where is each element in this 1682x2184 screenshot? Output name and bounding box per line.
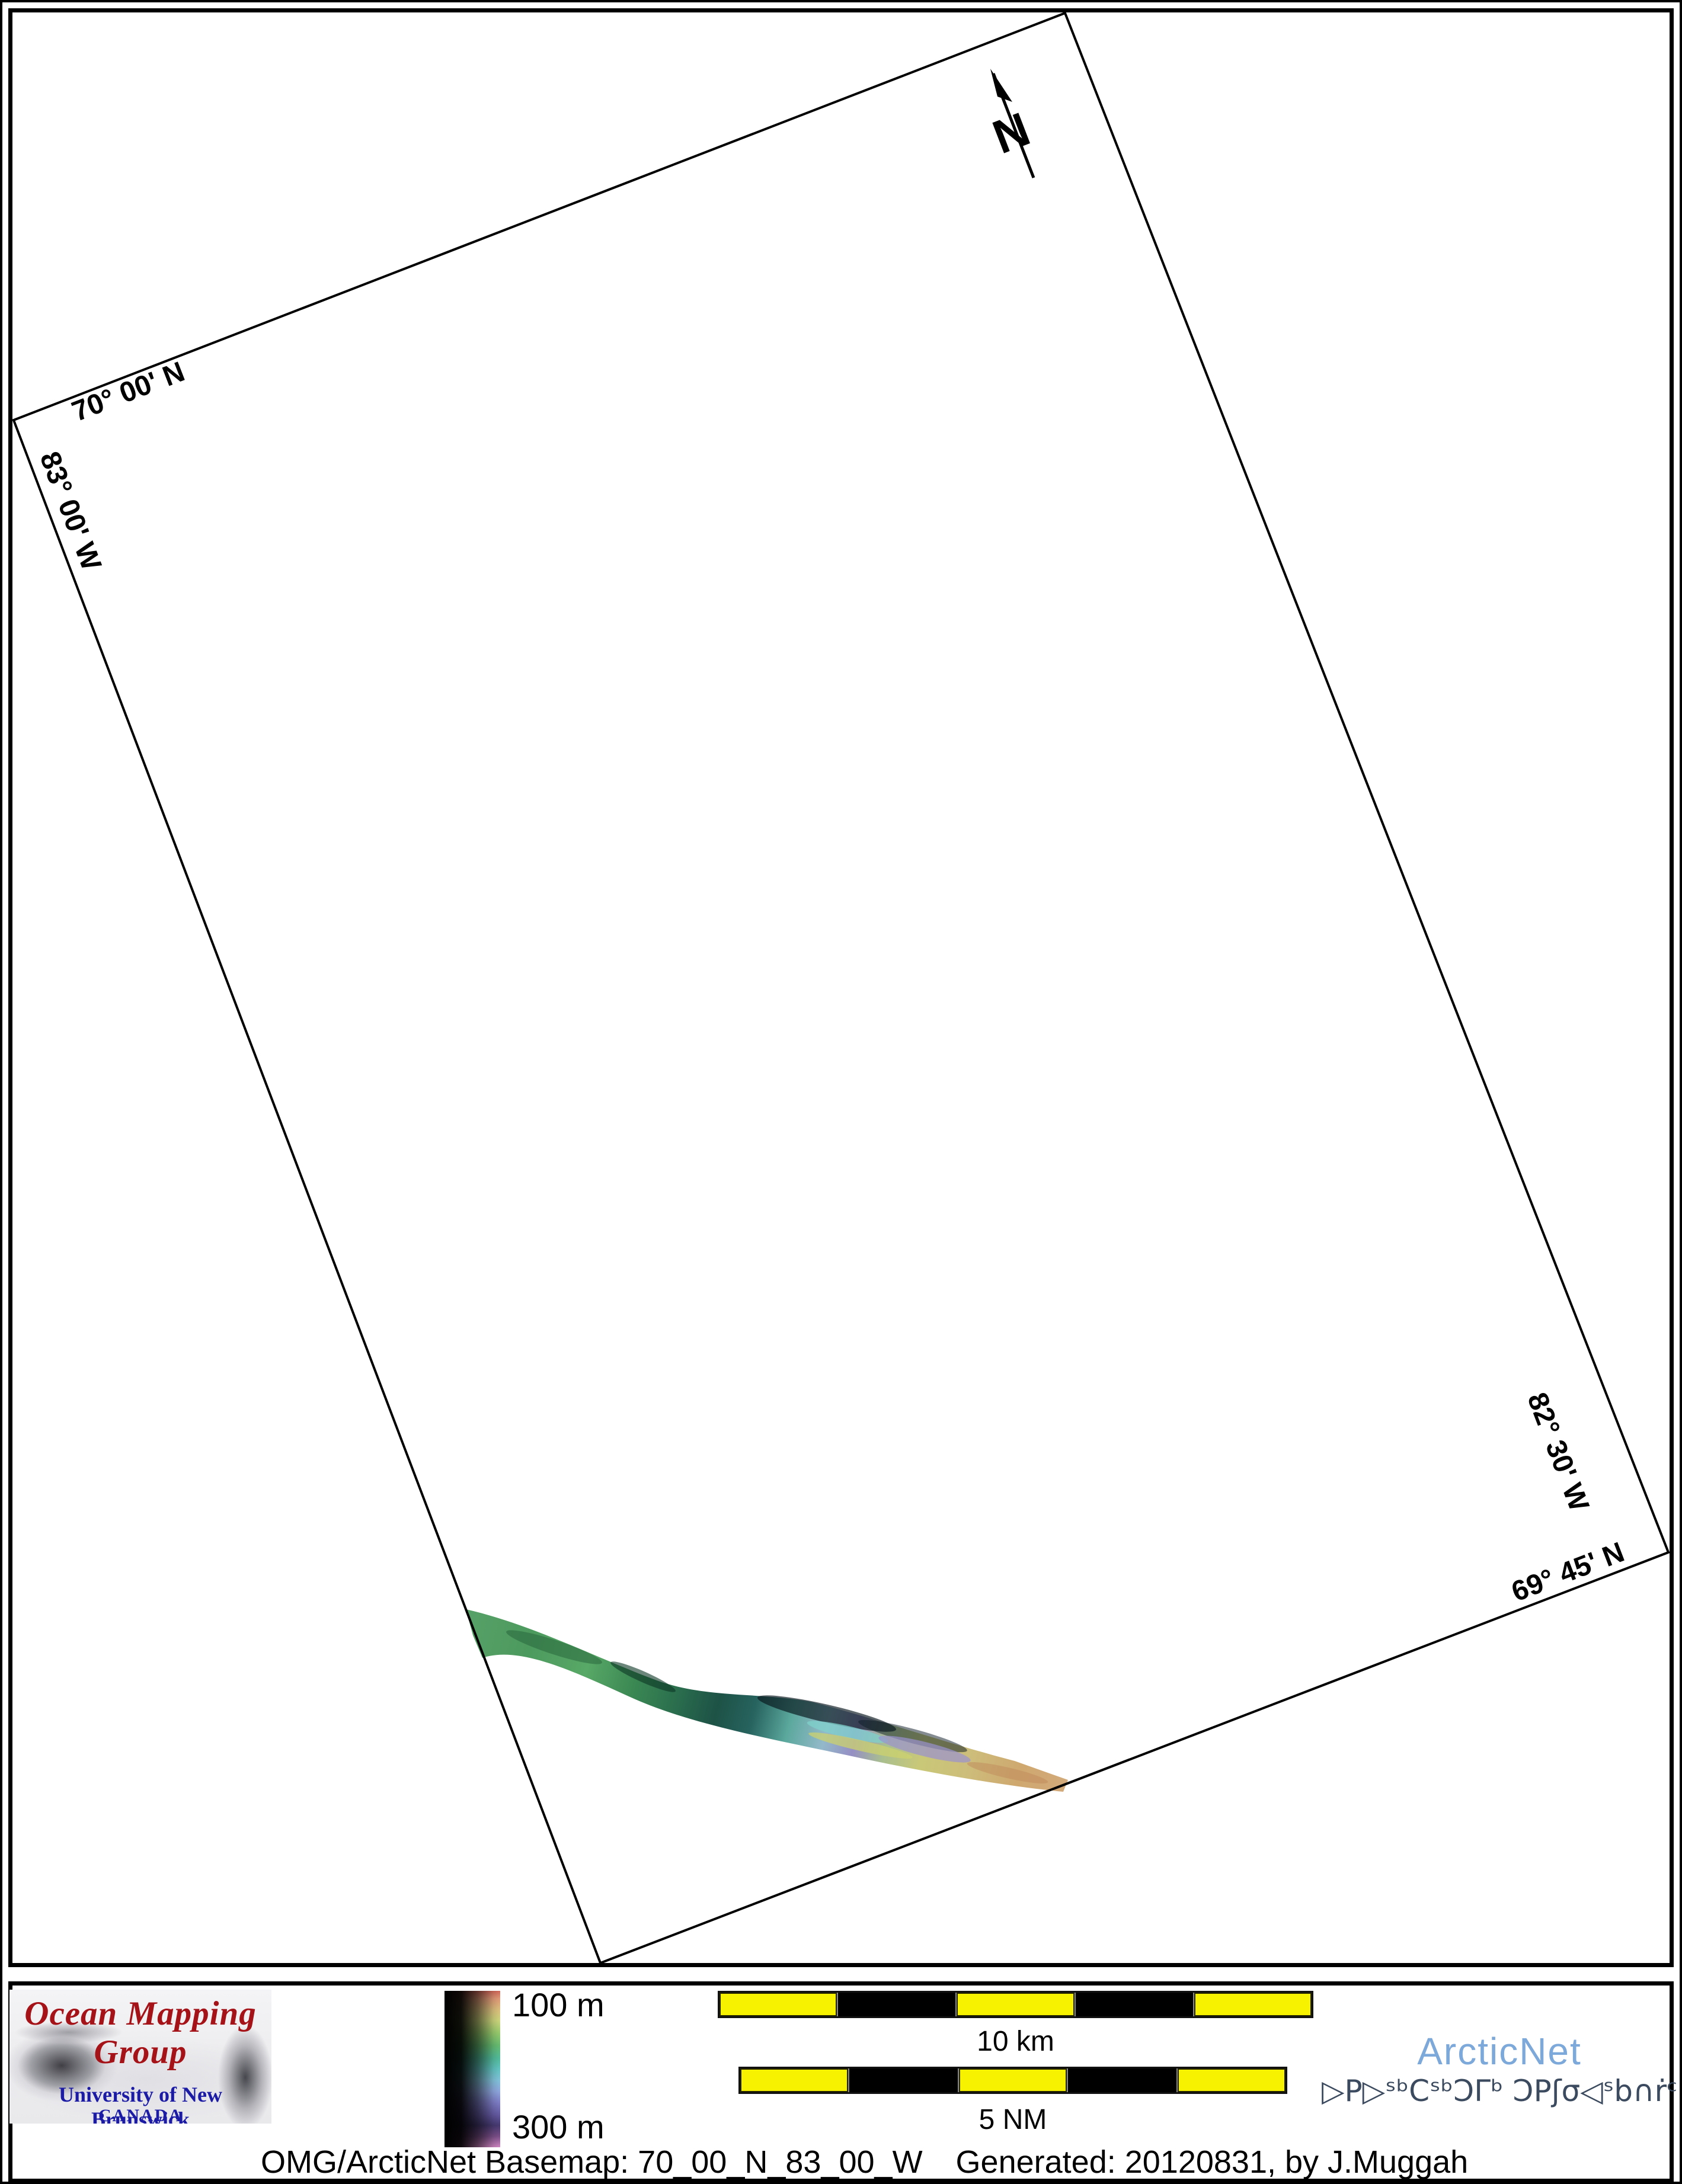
scale-bar-segment (1067, 2068, 1176, 2092)
scale-bar-nm (738, 2067, 1287, 2094)
scale-bar-segment (957, 2068, 1067, 2092)
omg-logo: Ocean Mapping Group University of New Br… (9, 1990, 271, 2124)
scale-bar-segment (1074, 1993, 1193, 2016)
bathymetry-swath (466, 1609, 1068, 1792)
scale-bar-km (718, 1991, 1313, 2018)
colorbar-label-bottom: 300 m (512, 2108, 605, 2145)
sheet-title-basemap: OMG/ArcticNet Basemap: 70_00_N_83_00_W (261, 2144, 923, 2180)
map-frame (12, 11, 1670, 1965)
omg-logo-title: Ocean Mapping Group (24, 1995, 257, 2071)
sheet-title-generated: Generated: 20120831, by J.Muggah (955, 2144, 1469, 2180)
scale-bar-nm-label: 5 NM (978, 2104, 1047, 2135)
map-sheet-border (8, 8, 1674, 1967)
scale-bar-segment (720, 1993, 837, 2016)
arcticnet-logo: ArcticNet ▷P▷ˢᵇCˢᵇƆΓᵇ ƆPʃσ◁ˢb∩ṙᶜ (1322, 2030, 1678, 2108)
scale-bar-segment (848, 2068, 958, 2092)
arcticnet-inuktitut-name: ▷P▷ˢᵇCˢᵇƆΓᵇ ƆPʃσ◁ˢb∩ṙᶜ (1322, 2074, 1678, 2108)
scale-bar-km-label: 10 km (977, 2026, 1054, 2057)
depth-colorbar (445, 1991, 500, 2147)
omg-logo-university: University of New Brunswick (59, 2083, 222, 2124)
omg-logo-country: CANADA (98, 2106, 183, 2124)
scale-bar-segment (955, 1993, 1075, 2016)
arcticnet-name: ArcticNet (1417, 2030, 1582, 2073)
scale-bar-segment (740, 2068, 849, 2092)
sheet-title: OMG/ArcticNet Basemap: 70_00_N_83_00_W Ge… (261, 2146, 1468, 2178)
scale-bar-segment (1176, 2068, 1286, 2092)
scale-bar-segment (1192, 1993, 1312, 2016)
colorbar-label-top: 100 m (512, 1986, 605, 2023)
scale-bar-segment (837, 1993, 956, 2016)
